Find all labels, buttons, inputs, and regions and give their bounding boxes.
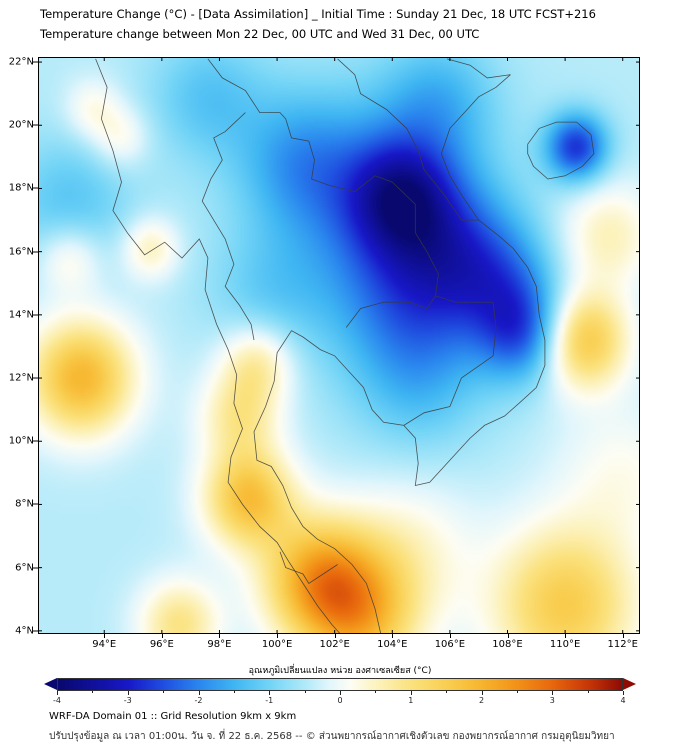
lat-tick-label: 22°N <box>8 56 34 68</box>
lon-tick-label: 104°E <box>377 639 408 650</box>
colorbar-tick-label: 0 <box>337 696 343 705</box>
colorbar-minor-tick <box>587 691 589 693</box>
lon-tick-mark-outer <box>449 634 451 638</box>
lon-tick-label: 96°E <box>149 639 174 650</box>
lon-tick-mark-outer <box>507 634 509 638</box>
colorbar-minor-tick <box>516 691 518 693</box>
colorbar-gradient <box>57 678 623 691</box>
colorbar-tick-label: -1 <box>265 696 274 705</box>
colorbar <box>44 678 636 691</box>
lon-tick-mark-outer <box>161 634 163 638</box>
lat-tick-label: 14°N <box>8 309 34 321</box>
lon-tick-label: 112°E <box>607 639 638 650</box>
colorbar-major-tick <box>127 691 129 695</box>
lon-tick-mark-outer <box>622 634 624 638</box>
colorbar-left-arrow <box>44 678 57 690</box>
colorbar-tick-label: -3 <box>123 696 132 705</box>
colorbar-major-tick <box>269 691 271 695</box>
lat-tick-mark-outer <box>33 314 38 316</box>
lat-tick-label: 20°N <box>8 119 34 131</box>
lon-tick-label: 108°E <box>492 639 523 650</box>
map-plot-area <box>38 57 640 634</box>
lat-tick-label: 16°N <box>8 246 34 258</box>
lon-tick-label: 106°E <box>434 639 466 650</box>
lon-tick-label: 110°E <box>549 639 581 650</box>
lat-tick-mark-outer <box>33 567 38 569</box>
lat-tick-mark-outer <box>33 124 38 126</box>
colorbar-tick-label: 4 <box>620 696 626 705</box>
footer-update-info: ปรับปรุงข้อมูล ณ เวลา 01:00น. วัน จ. ที่… <box>49 731 615 742</box>
lon-tick-label: 102°E <box>319 639 350 650</box>
lat-tick-mark-outer <box>33 251 38 253</box>
colorbar-tick-label: 3 <box>549 696 555 705</box>
lat-tick-label: 18°N <box>8 182 34 194</box>
lon-tick-label: 100°E <box>261 639 293 650</box>
footer-domain-info: WRF-DA Domain 01 :: Grid Resolution 9km … <box>49 711 297 722</box>
colorbar-major-tick <box>481 691 483 695</box>
lon-tick-mark-outer <box>104 634 106 638</box>
lon-tick-mark-outer <box>277 634 279 638</box>
colorbar-minor-tick <box>375 691 377 693</box>
colorbar-right-arrow <box>623 678 636 690</box>
lat-tick-label: 6°N <box>15 562 34 574</box>
colorbar-tick-label: -4 <box>53 696 61 705</box>
colorbar-minor-tick <box>92 691 94 693</box>
page-subtitle: Temperature change between Mon 22 Dec, 0… <box>40 27 480 41</box>
lon-tick-mark-outer <box>219 634 221 638</box>
lat-tick-mark-outer <box>33 630 38 632</box>
colorbar-tick-label: 2 <box>478 696 485 705</box>
lat-tick-mark-outer <box>33 61 38 63</box>
colorbar-tick-label: 1 <box>408 696 414 705</box>
colorbar-label: อุณหภูมิเปลี่ยนแปลง หน่วย องศาเซลเซียส (… <box>248 666 432 676</box>
colorbar-minor-tick <box>304 691 306 693</box>
colorbar-minor-tick <box>163 691 165 693</box>
lat-tick-label: 4°N <box>15 625 34 637</box>
lon-tick-mark-outer <box>565 634 567 638</box>
colorbar-major-tick <box>340 691 341 695</box>
colorbar-major-tick <box>552 691 554 695</box>
lon-tick-label: 98°E <box>207 639 232 650</box>
colorbar-minor-tick <box>233 691 235 693</box>
lat-tick-label: 10°N <box>8 435 34 447</box>
colorbar-major-tick <box>623 691 624 695</box>
colorbar-major-tick <box>198 691 200 695</box>
lon-tick-label: 94°E <box>92 639 117 650</box>
lat-tick-mark-outer <box>33 187 38 189</box>
colorbar-major-tick <box>57 691 58 695</box>
colorbar-major-tick <box>410 691 412 695</box>
page-title: Temperature Change (°C) - [Data Assimila… <box>40 7 596 21</box>
lat-tick-mark-outer <box>33 440 38 442</box>
colorbar-tick-label: -2 <box>194 696 203 705</box>
lon-tick-mark-outer <box>334 634 336 638</box>
lat-tick-label: 8°N <box>15 498 34 510</box>
colorbar-minor-tick <box>446 691 448 693</box>
temperature-field-canvas <box>38 57 640 634</box>
lat-tick-label: 12°N <box>8 372 34 384</box>
lat-tick-mark-outer <box>33 377 38 379</box>
lat-tick-mark-outer <box>33 503 38 505</box>
lon-tick-mark-outer <box>392 634 394 638</box>
